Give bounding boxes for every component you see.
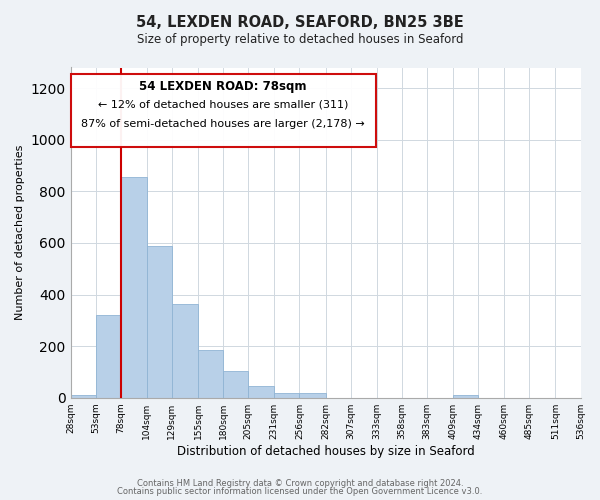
Bar [172, 304, 198, 398]
Bar [223, 370, 248, 398]
Bar [147, 246, 172, 398]
Bar [95, 315, 121, 398]
Text: Contains public sector information licensed under the Open Government Licence v3: Contains public sector information licen… [118, 487, 482, 496]
Bar [248, 386, 274, 398]
Bar [71, 395, 95, 398]
X-axis label: Distribution of detached houses by size in Seaford: Distribution of detached houses by size … [176, 444, 475, 458]
Text: ← 12% of detached houses are smaller (311): ← 12% of detached houses are smaller (31… [98, 100, 349, 110]
Text: Size of property relative to detached houses in Seaford: Size of property relative to detached ho… [137, 32, 463, 46]
Bar [453, 395, 478, 398]
Text: 54 LEXDEN ROAD: 78sqm: 54 LEXDEN ROAD: 78sqm [139, 80, 307, 94]
Text: Contains HM Land Registry data © Crown copyright and database right 2024.: Contains HM Land Registry data © Crown c… [137, 478, 463, 488]
FancyBboxPatch shape [71, 74, 376, 148]
Bar [121, 177, 147, 398]
Bar [198, 350, 223, 398]
Bar [299, 392, 326, 398]
Text: 54, LEXDEN ROAD, SEAFORD, BN25 3BE: 54, LEXDEN ROAD, SEAFORD, BN25 3BE [136, 15, 464, 30]
Text: 87% of semi-detached houses are larger (2,178) →: 87% of semi-detached houses are larger (… [81, 119, 365, 129]
Y-axis label: Number of detached properties: Number of detached properties [15, 145, 25, 320]
Bar [274, 392, 299, 398]
